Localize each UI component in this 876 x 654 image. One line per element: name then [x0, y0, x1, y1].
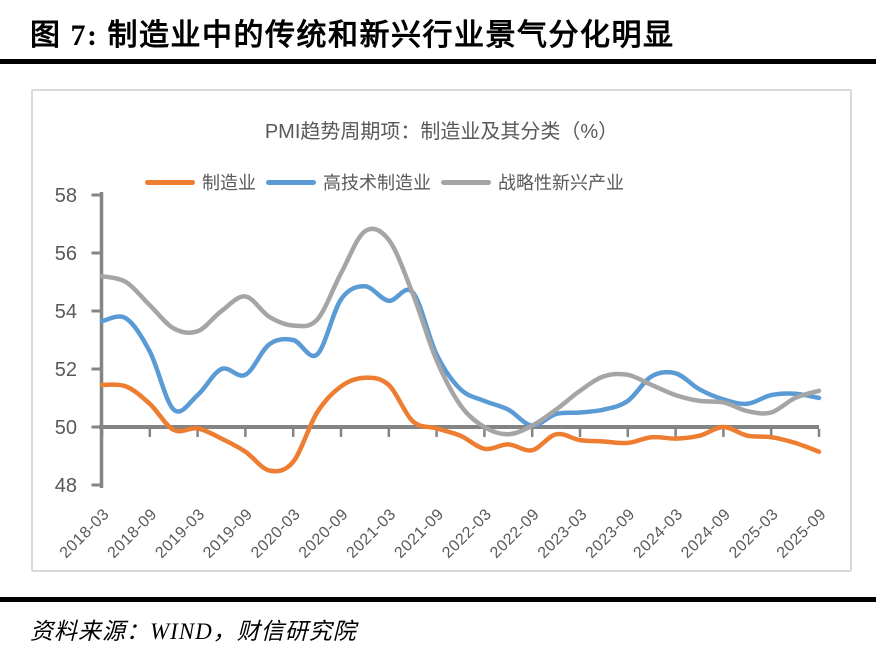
x-axis-label: 2021-03 — [344, 506, 400, 562]
legend-label: 高技术制造业 — [323, 173, 431, 193]
legend-swatch — [145, 179, 195, 185]
series-line-制造业 — [99, 375, 822, 474]
legend-label: 制造业 — [202, 173, 256, 193]
legend-item: 制造业 — [145, 169, 256, 195]
y-axis-label: 50 — [55, 417, 77, 439]
legend-item: 战略性新兴产业 — [441, 169, 624, 195]
y-axis-label: 58 — [55, 185, 77, 207]
x-axis-label: 2018-03 — [57, 506, 113, 562]
y-axis-label: 54 — [55, 301, 77, 323]
x-axis-label: 2019-03 — [152, 506, 208, 562]
x-axis-label: 2025-03 — [726, 506, 782, 562]
x-axis-label: 2022-03 — [439, 506, 495, 562]
x-axis-label: 2024-03 — [630, 506, 686, 562]
plot: 48 50 52 54 56 58 2018-032018-092019-032019-09… — [55, 185, 830, 562]
legend-label: 战略性新兴产业 — [498, 173, 624, 193]
caption-divider — [0, 59, 876, 64]
y-axis-label: 48 — [55, 475, 77, 497]
x-axis-label: 2021-09 — [391, 506, 447, 562]
x-axis-label: 2022-09 — [487, 506, 543, 562]
source-text: 资料来源：WIND，财信研究院 — [30, 619, 357, 644]
chart-title: PMI趋势周期项：制造业及其分类（%） — [264, 121, 619, 143]
series-line-战略性新兴产业 — [99, 226, 822, 437]
y-axis-label: 56 — [55, 243, 77, 265]
series-line-高技术制造业 — [99, 284, 822, 428]
x-axis-label: 2023-03 — [535, 506, 591, 562]
x-axis-label: 2025-09 — [774, 506, 830, 562]
x-axis-label: 2020-09 — [296, 506, 352, 562]
chart-legend: 制造业 高技术制造业 战略性新兴产业 — [145, 169, 624, 195]
x-axis-label: 2023-09 — [583, 506, 639, 562]
x-axis-label: 2018-09 — [105, 506, 161, 562]
source-divider — [0, 597, 876, 602]
figure-caption: 图 7: 制造业中的传统和新兴行业景气分化明显 — [30, 19, 675, 52]
legend-swatch — [441, 179, 491, 185]
chart-area: PMI趋势周期项：制造业及其分类（%） 制造业 高技术制造业 战略性新兴产业 48 5… — [31, 89, 852, 572]
y-axis-label: 52 — [55, 359, 77, 381]
x-axis-label: 2024-09 — [678, 506, 734, 562]
legend-swatch — [266, 179, 316, 185]
x-axis-label: 2020-03 — [248, 506, 304, 562]
legend-item: 高技术制造业 — [266, 169, 431, 195]
x-axis-label: 2019-09 — [200, 506, 256, 562]
